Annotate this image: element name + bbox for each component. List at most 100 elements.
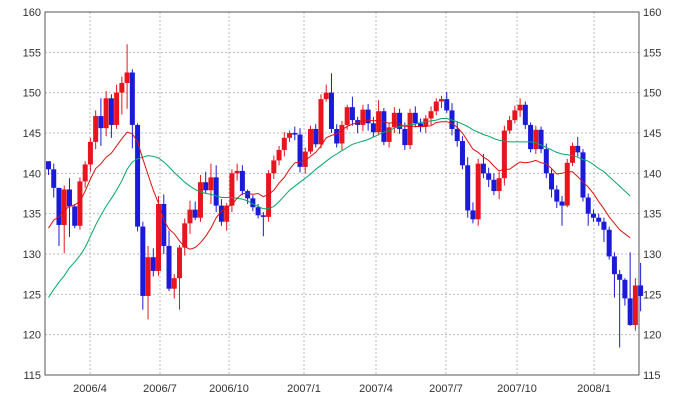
candle-body	[229, 173, 235, 206]
candle-body	[570, 145, 575, 163]
x-tick-label: 2007/4	[359, 383, 393, 395]
candle-body	[145, 257, 151, 296]
candle-body	[386, 127, 392, 142]
x-tick-label: 2007/1	[287, 383, 321, 395]
candle-body	[491, 179, 497, 192]
candle-body	[522, 104, 528, 125]
candle-body	[580, 152, 586, 198]
candle-body	[140, 226, 146, 296]
candle-body	[297, 134, 303, 167]
candle-body	[287, 133, 293, 138]
candle-body	[166, 245, 172, 289]
candle-body	[564, 162, 570, 206]
candle-body	[554, 189, 560, 202]
ma-long-line	[48, 118, 631, 298]
plot-frame	[44, 11, 640, 376]
y-tick-label-right: 145	[643, 128, 661, 140]
y-tick-label-right: 160	[643, 7, 661, 19]
y-tick-label-left: 120	[23, 330, 41, 342]
y-tick-label-left: 140	[23, 168, 41, 180]
candle-body	[334, 128, 340, 144]
candle-body	[475, 163, 481, 220]
candle-body	[119, 82, 125, 93]
candle-body	[517, 104, 523, 111]
candle-body	[528, 124, 534, 150]
candle-body	[617, 274, 623, 280]
candle-body	[313, 128, 319, 145]
y-tick-label-left: 160	[23, 7, 41, 19]
candle-body	[114, 92, 120, 125]
candle-body	[418, 123, 424, 127]
candle-body	[454, 128, 460, 142]
candle-body	[93, 116, 99, 142]
y-axis-right: 115 120 125 130 135 140 145 150 155 160	[643, 7, 661, 382]
candle-body	[192, 209, 198, 218]
candle-body	[208, 177, 214, 191]
candle-body	[465, 165, 471, 211]
candle-body	[606, 229, 612, 257]
candle-body	[161, 203, 167, 246]
candle-body	[46, 161, 51, 170]
candle-body	[397, 112, 403, 129]
y-axis-left: 115 120 125 130 135 140 145 150 155 160	[23, 7, 41, 382]
candle-body	[538, 129, 544, 150]
candle-body	[428, 111, 434, 119]
candle-body	[349, 107, 355, 121]
candle-body	[407, 112, 413, 146]
candle-body	[197, 182, 203, 218]
candle-body	[271, 160, 277, 174]
y-tick-label-right: 155	[643, 47, 661, 59]
candle-body	[501, 130, 507, 179]
candle-body	[459, 141, 465, 166]
x-tick-label: 2007/10	[497, 383, 537, 395]
candle-body	[187, 209, 193, 224]
candle-body	[596, 217, 602, 222]
candle-body	[611, 256, 617, 275]
candle-body	[496, 178, 502, 192]
candle-body	[82, 164, 88, 182]
candles	[46, 44, 644, 348]
candle-body	[370, 123, 376, 133]
x-axis: 2006/4 2006/7 2006/10 2007/1 2007/4 2007/7 200…	[73, 383, 611, 395]
x-tick-label: 2006/4	[73, 383, 107, 395]
candle-body	[66, 189, 72, 207]
candle-body	[203, 182, 209, 191]
candle-body	[512, 110, 518, 121]
candle-body	[61, 189, 67, 225]
candle-body	[439, 99, 444, 102]
candle-body	[77, 181, 83, 226]
x-tick-label: 2006/7	[143, 383, 177, 395]
candle-body	[575, 145, 581, 153]
candle-body	[98, 116, 104, 129]
y-tick-label-left: 130	[23, 249, 41, 261]
candle-body	[156, 203, 162, 271]
candle-body	[339, 124, 345, 144]
candle-body	[470, 210, 476, 220]
y-tick-label-left: 125	[23, 289, 41, 301]
candle-body	[302, 151, 308, 167]
candle-body	[423, 118, 429, 127]
candle-body	[328, 92, 334, 129]
y-tick-label-right: 115	[643, 370, 661, 382]
candle-body	[182, 223, 188, 248]
candle-body	[255, 207, 261, 216]
x-tick-label: 2008/1	[577, 383, 611, 395]
y-tick-label-right: 140	[643, 168, 661, 180]
y-tick-label-right: 125	[643, 289, 661, 301]
candle-body	[276, 149, 282, 161]
candle-body	[412, 112, 418, 124]
candle-body	[103, 98, 109, 129]
y-tick-label-right: 130	[643, 249, 661, 261]
candle-body	[245, 191, 251, 199]
candle-body	[177, 247, 182, 279]
candle-body	[627, 298, 633, 325]
candle-body	[135, 124, 141, 227]
candle-body	[622, 279, 628, 299]
y-tick-label-left: 145	[23, 128, 41, 140]
candle-body	[281, 137, 287, 150]
candle-body	[543, 149, 549, 174]
candle-body	[376, 111, 382, 133]
candle-body	[433, 101, 439, 112]
y-tick-label-left: 155	[23, 47, 41, 59]
candle-body	[632, 285, 638, 325]
